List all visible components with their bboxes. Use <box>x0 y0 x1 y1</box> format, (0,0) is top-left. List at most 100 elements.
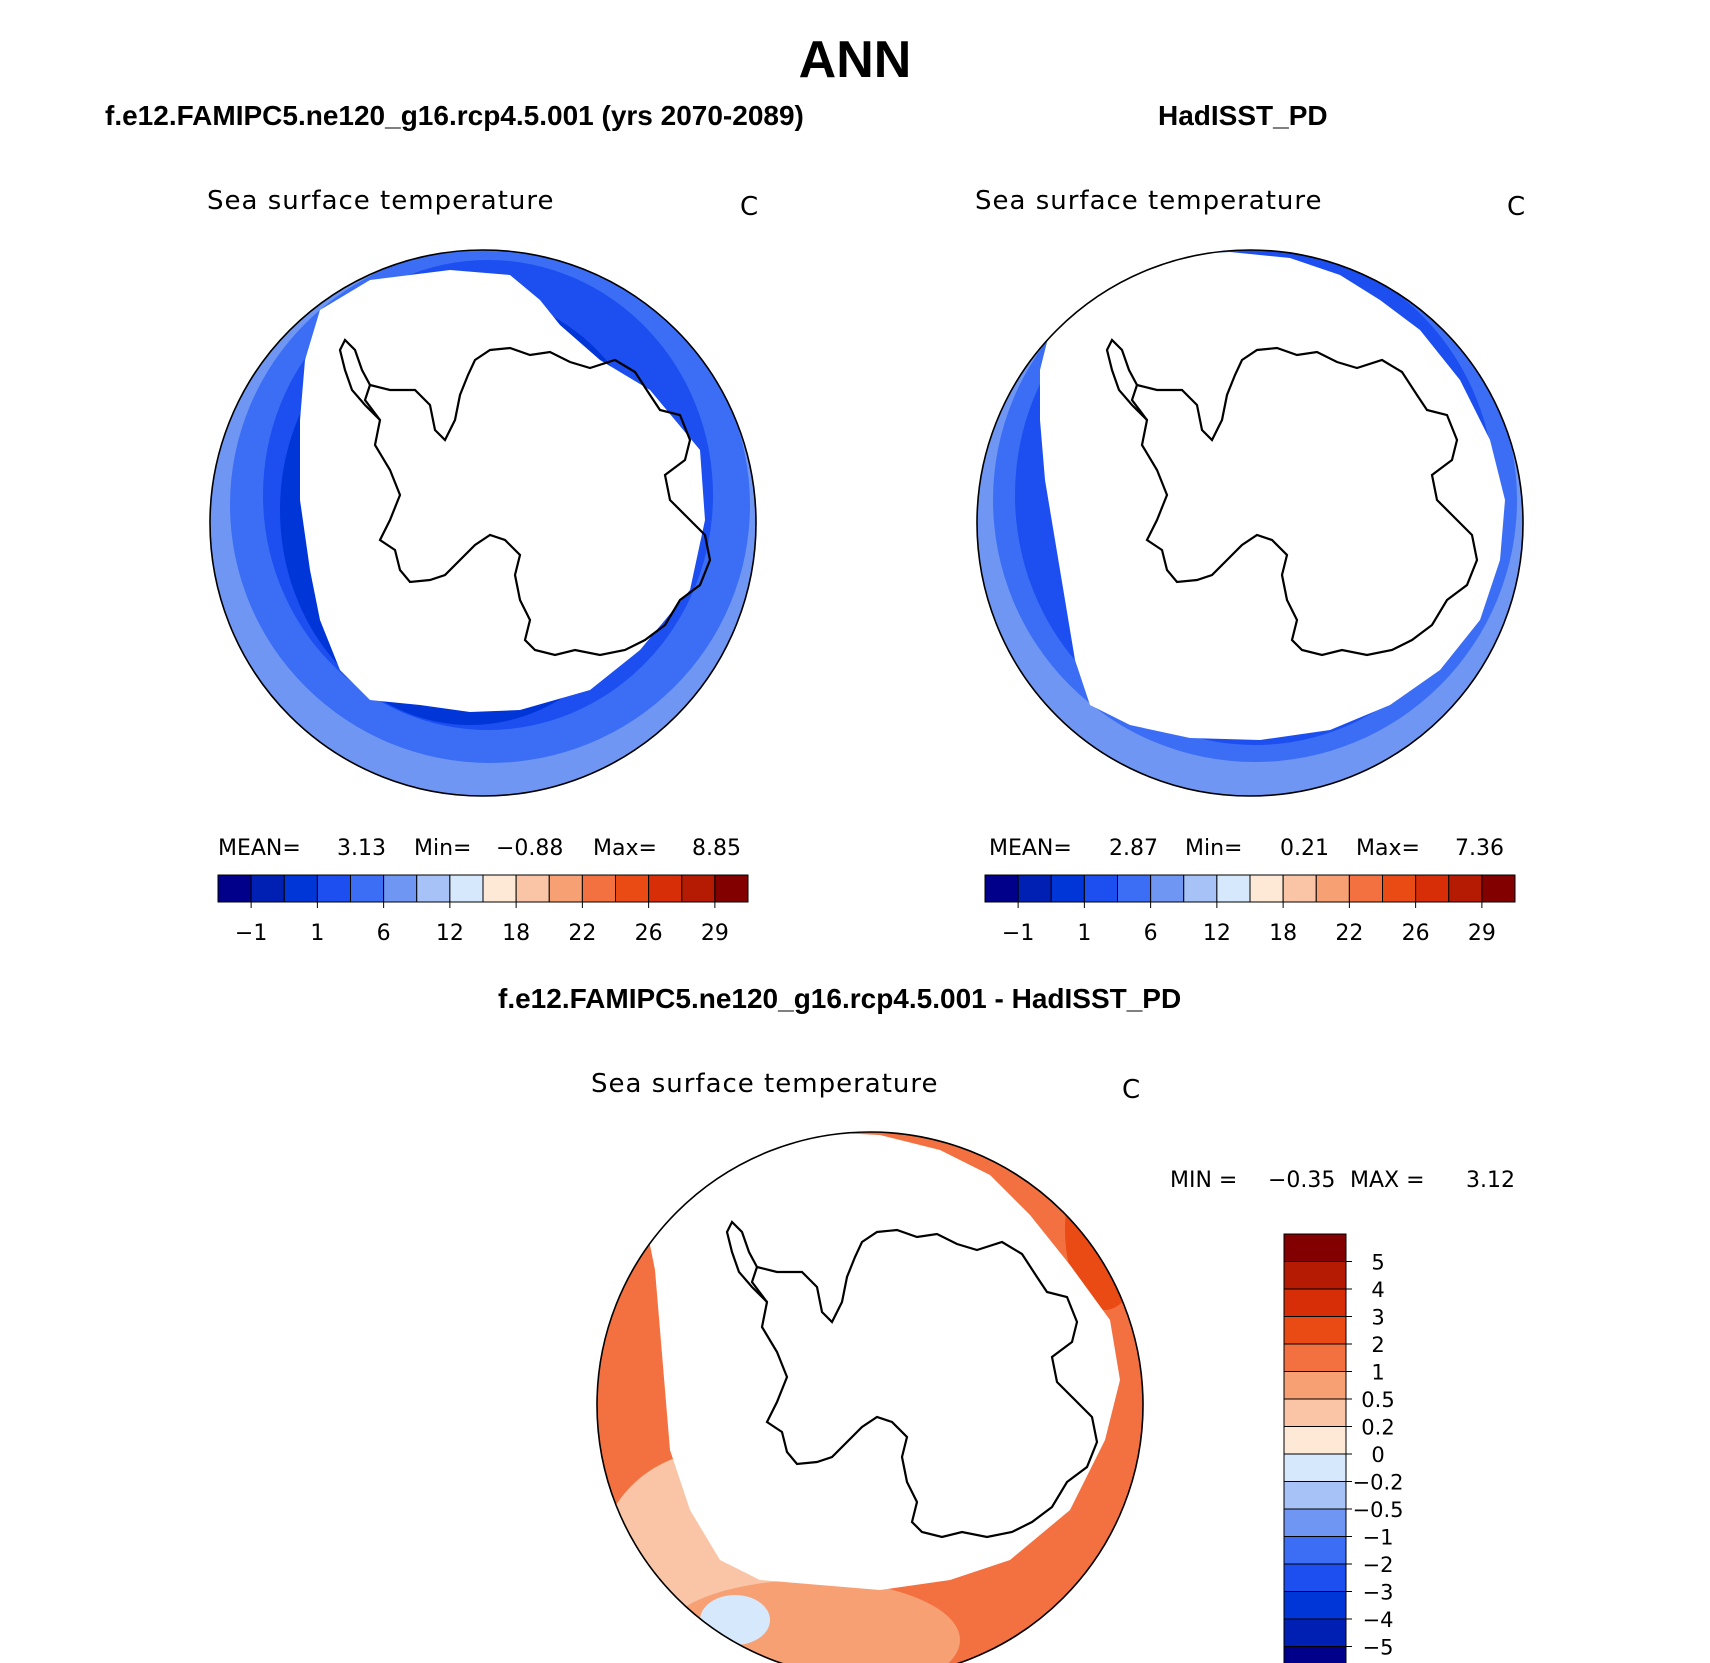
diff-colorbar-swatch <box>1283 1536 1347 1565</box>
diff-colorbar-swatch <box>1283 1481 1347 1510</box>
diff-colorbar-label: 2 <box>1371 1333 1384 1357</box>
panel2-colorbar-swatch <box>1183 874 1218 903</box>
panel2-colorbar-swatch <box>1481 874 1516 903</box>
panel1-colorbar-label: 6 <box>377 921 391 946</box>
panel1-colorbar-swatch <box>316 874 351 903</box>
diff-colorbar-swatch <box>1283 1426 1347 1455</box>
panel2-colorbar-swatch <box>1117 874 1152 903</box>
panel2-header: HadISST_PD <box>1158 100 1328 131</box>
diff-colorbar-label: 4 <box>1371 1278 1384 1302</box>
panel1-colorbar-swatch <box>383 874 418 903</box>
diff-map-title: Sea surface temperature <box>591 1069 939 1099</box>
panel1-colorbar-swatch <box>581 874 616 903</box>
panel2-colorbar-label: 6 <box>1144 921 1158 946</box>
diff-units: C <box>1122 1075 1142 1105</box>
panel1-colorbar-label: 26 <box>635 921 663 946</box>
panel2-colorbar-label: 18 <box>1269 921 1297 946</box>
panel2-colorbar: −1 1 6 12 18 22 26 29 <box>984 874 1516 946</box>
panel1-colorbar-swatch <box>416 874 451 903</box>
diff-max-label: MAX = <box>1350 1168 1425 1193</box>
panel2-min-label: Min= <box>1185 836 1243 861</box>
diff-colorbar-label: 3 <box>1371 1306 1384 1330</box>
panel1-map-border <box>209 249 757 797</box>
diff-colorbar-label: −3 <box>1363 1581 1394 1605</box>
diff-colorbar-swatch <box>1283 1288 1347 1317</box>
panel2-min-value: 0.21 <box>1280 836 1329 861</box>
panel2-colorbar-swatch <box>1249 874 1284 903</box>
diff-colorbar-swatch <box>1283 1563 1347 1592</box>
diff-panel-header: f.e12.FAMIPC5.ne120_g16.rcp4.5.001 - Had… <box>498 983 1182 1014</box>
panel2-colorbar-swatch <box>1282 874 1317 903</box>
panel2-max-value: 7.36 <box>1455 836 1504 861</box>
diff-colorbar-label: −4 <box>1363 1608 1394 1632</box>
panel1-min-label: Min= <box>414 836 472 861</box>
panel1-colorbar-swatch <box>548 874 583 903</box>
panel2-colorbar-label: 1 <box>1077 921 1091 946</box>
panel1-mean-label: MEAN= <box>218 836 301 861</box>
diff-colorbar-label: 0 <box>1371 1443 1384 1467</box>
diff-map <box>596 1131 1144 1663</box>
panel2-sea-ice-mask <box>1040 252 1505 740</box>
panel1-colorbar-swatch <box>681 874 716 903</box>
diff-colorbar-label: 1 <box>1371 1361 1384 1385</box>
diff-min-label: MIN = <box>1170 1168 1238 1193</box>
diff-colorbar-swatch <box>1283 1646 1347 1663</box>
panel1-colorbar-swatch <box>250 874 285 903</box>
panel1-colorbar-swatch <box>217 874 252 903</box>
panel2-colorbar-swatch <box>1050 874 1085 903</box>
panel2-colorbar-label: 12 <box>1203 921 1231 946</box>
panel2-colorbar-swatch <box>1448 874 1483 903</box>
panel1-colorbar-swatch <box>615 874 650 903</box>
diff-colorbar-swatch <box>1283 1398 1347 1427</box>
panel1-colorbar-swatch <box>714 874 749 903</box>
panel1-colorbar-label: −1 <box>235 921 267 946</box>
panel2-map-border <box>976 249 1524 797</box>
panel2-units: C <box>1507 192 1527 222</box>
panel2-max-label: Max= <box>1356 836 1420 861</box>
panel1-colorbar: −1 1 6 12 18 22 26 29 <box>217 874 749 946</box>
panel2-map <box>976 249 1524 797</box>
diff-colorbar-swatch <box>1283 1233 1347 1262</box>
diff-colorbar-label: −0.2 <box>1353 1471 1404 1495</box>
panel2-colorbar-label: 26 <box>1402 921 1430 946</box>
diff-colorbar-label: −5 <box>1363 1636 1394 1660</box>
diff-colorbar-label: 5 <box>1371 1251 1384 1275</box>
panel2-colorbar-swatch <box>1382 874 1417 903</box>
diff-map-border <box>596 1131 1144 1663</box>
diff-colorbar-swatch <box>1283 1343 1347 1372</box>
panel2-map-title: Sea surface temperature <box>975 186 1323 216</box>
panel2-colorbar-label: −1 <box>1002 921 1034 946</box>
panel1-map-title: Sea surface temperature <box>207 186 555 216</box>
panel1-colorbar-label: 22 <box>568 921 596 946</box>
panel2-mean-value: 2.87 <box>1109 836 1158 861</box>
panel2-mean-label: MEAN= <box>989 836 1072 861</box>
diff-colorbar: 5 4 3 2 1 0.5 0.2 0 −0.2 −0.5 −1 −2 −3 −4 −5 <box>1283 1233 1404 1663</box>
panel1-units: C <box>740 192 760 222</box>
diff-colorbar-swatch <box>1283 1591 1347 1620</box>
panel2-colorbar-swatch <box>1017 874 1052 903</box>
panel2-colorbar-swatch <box>1415 874 1450 903</box>
diff-colorbar-label: −1 <box>1363 1526 1394 1550</box>
diff-colorbar-swatch <box>1283 1453 1347 1482</box>
diff-colorbar-swatch <box>1283 1371 1347 1400</box>
diff-colorbar-swatch <box>1283 1261 1347 1290</box>
panel1-sea-ice-mask <box>300 270 705 712</box>
diff-colorbar-label: 0.5 <box>1361 1388 1394 1412</box>
diff-colorbar-label: 0.2 <box>1361 1416 1394 1440</box>
diff-colorbar-swatch <box>1283 1316 1347 1345</box>
panel1-colorbar-swatch <box>482 874 517 903</box>
panel2-colorbar-swatch <box>1315 874 1350 903</box>
panel2-colorbar-swatch <box>1150 874 1185 903</box>
panel1-max-value: 8.85 <box>692 836 741 861</box>
panel1-max-label: Max= <box>593 836 657 861</box>
panel2-colorbar-swatch <box>1216 874 1251 903</box>
panel1-colorbar-swatch <box>449 874 484 903</box>
diff-min-value: −0.35 <box>1268 1168 1336 1193</box>
panel1-colorbar-swatch <box>283 874 318 903</box>
panel1-min-value: −0.88 <box>496 836 564 861</box>
panel1-header: f.e12.FAMIPC5.ne120_g16.rcp4.5.001 (yrs … <box>105 100 804 131</box>
panel1-colorbar-swatch <box>648 874 683 903</box>
panel1-colorbar-label: 18 <box>502 921 530 946</box>
diff-max-value: 3.12 <box>1466 1168 1515 1193</box>
